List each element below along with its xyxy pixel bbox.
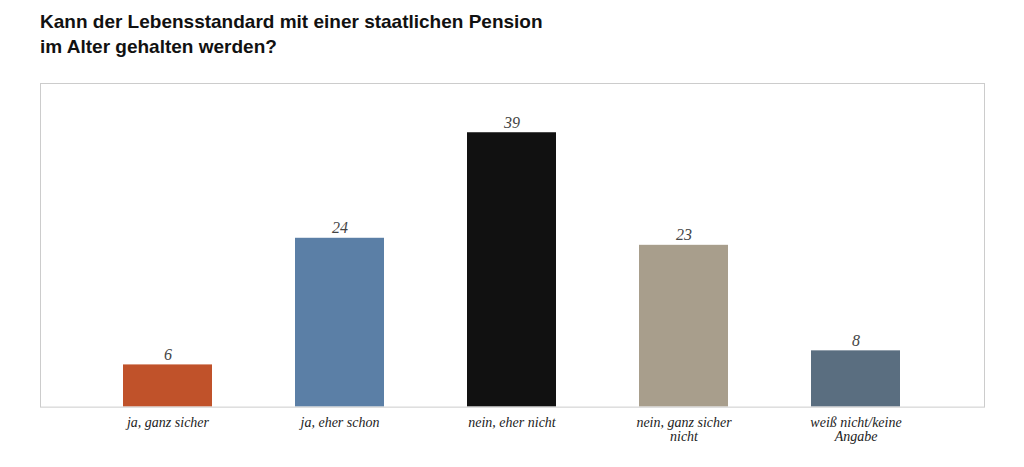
svg-text:weiß nicht/keineAngabe: weiß nicht/keineAngabe	[810, 415, 901, 444]
svg-text:nein, ganz sichernicht: nein, ganz sichernicht	[636, 415, 732, 444]
svg-text:6: 6	[164, 346, 172, 363]
svg-text:nein, eher nicht: nein, eher nicht	[468, 415, 557, 430]
svg-text:ja, ganz sicher: ja, ganz sicher	[125, 415, 210, 430]
svg-text:8: 8	[852, 332, 860, 349]
svg-text:23: 23	[676, 227, 692, 244]
svg-text:39: 39	[503, 114, 520, 131]
svg-text:ja, eher schon: ja, eher schon	[299, 415, 380, 430]
svg-text:24: 24	[332, 220, 348, 237]
html-text:Kann der Lebensstandard mit ei: Kann der Lebensstandard mit einer staatl…	[40, 11, 543, 57]
